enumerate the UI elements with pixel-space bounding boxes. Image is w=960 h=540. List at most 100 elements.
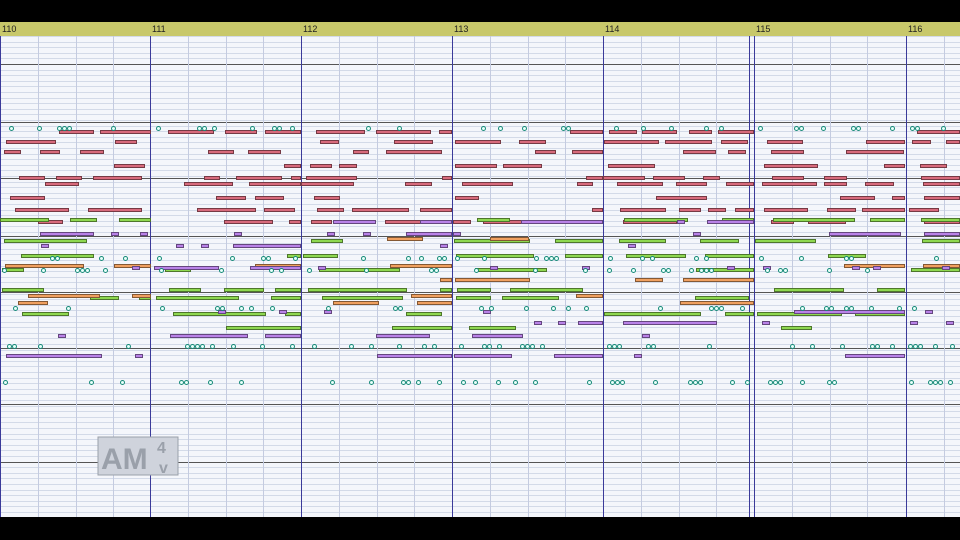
note-block[interactable] — [680, 301, 754, 305]
note-block[interactable] — [866, 140, 905, 144]
note-block[interactable] — [386, 150, 442, 154]
drum-hit[interactable] — [640, 256, 645, 261]
drum-hit[interactable] — [2, 268, 7, 273]
note-block[interactable] — [728, 150, 746, 154]
note-block[interactable] — [469, 326, 516, 330]
note-block[interactable] — [216, 196, 246, 200]
note-block[interactable] — [176, 244, 184, 248]
drum-hit[interactable] — [909, 380, 914, 385]
note-block[interactable] — [204, 176, 220, 180]
note-block[interactable] — [653, 176, 685, 180]
drum-hit[interactable] — [534, 256, 539, 261]
note-block[interactable] — [319, 268, 400, 272]
note-block[interactable] — [22, 312, 69, 316]
note-block[interactable] — [865, 182, 894, 186]
drum-hit[interactable] — [934, 256, 939, 261]
drum-hit[interactable] — [530, 344, 535, 349]
note-block[interactable] — [683, 278, 754, 282]
drum-hit[interactable] — [525, 344, 530, 349]
note-block[interactable] — [233, 244, 301, 248]
drum-hit[interactable] — [99, 256, 104, 261]
note-block[interactable] — [707, 220, 754, 224]
drum-hit[interactable] — [406, 380, 411, 385]
note-block[interactable] — [456, 254, 534, 258]
measure-number[interactable]: 112 — [303, 24, 318, 34]
drum-hit[interactable] — [709, 268, 714, 273]
drum-hit[interactable] — [587, 380, 592, 385]
drum-hit[interactable] — [689, 268, 694, 273]
measure-number[interactable]: 113 — [454, 24, 469, 34]
drum-hit[interactable] — [266, 256, 271, 261]
note-block[interactable] — [922, 239, 960, 243]
drum-hit[interactable] — [856, 126, 861, 131]
note-block[interactable] — [453, 232, 461, 236]
drum-hit[interactable] — [62, 126, 67, 131]
drum-hit[interactable] — [913, 344, 918, 349]
drum-hit[interactable] — [566, 306, 571, 311]
note-block[interactable] — [727, 266, 735, 270]
note-block[interactable] — [642, 130, 677, 134]
drum-hit[interactable] — [540, 344, 545, 349]
drum-hit[interactable] — [641, 126, 646, 131]
note-block[interactable] — [5, 264, 84, 268]
note-block[interactable] — [726, 182, 754, 186]
note-block[interactable] — [169, 288, 201, 292]
note-block[interactable] — [696, 268, 754, 272]
drum-hit[interactable] — [699, 268, 704, 273]
drum-hit[interactable] — [269, 268, 274, 273]
drum-hit[interactable] — [549, 256, 554, 261]
note-block[interactable] — [705, 254, 754, 258]
drum-hit[interactable] — [908, 344, 913, 349]
drum-hit[interactable] — [890, 126, 895, 131]
drum-hit[interactable] — [393, 306, 398, 311]
drum-hit[interactable] — [479, 306, 484, 311]
drum-hit[interactable] — [865, 268, 870, 273]
drum-hit[interactable] — [910, 126, 915, 131]
drum-hit[interactable] — [482, 344, 487, 349]
note-block[interactable] — [88, 208, 142, 212]
note-block[interactable] — [565, 254, 603, 258]
note-block[interactable] — [665, 140, 712, 144]
note-block[interactable] — [285, 312, 301, 316]
note-block[interactable] — [603, 176, 645, 180]
note-block[interactable] — [924, 232, 960, 236]
note-grid[interactable] — [0, 36, 960, 517]
note-block[interactable] — [271, 296, 301, 300]
note-block[interactable] — [924, 196, 960, 200]
drum-hit[interactable] — [111, 126, 116, 131]
note-block[interactable] — [411, 294, 452, 298]
drum-hit[interactable] — [239, 306, 244, 311]
note-block[interactable] — [912, 140, 931, 144]
note-block[interactable] — [168, 130, 214, 134]
note-block[interactable] — [100, 130, 151, 134]
drum-hit[interactable] — [658, 306, 663, 311]
note-block[interactable] — [477, 218, 510, 222]
note-block[interactable] — [377, 354, 452, 358]
drum-hit[interactable] — [566, 126, 571, 131]
note-block[interactable] — [197, 208, 256, 212]
drum-hit[interactable] — [401, 380, 406, 385]
note-block[interactable] — [946, 140, 960, 144]
drum-hit[interactable] — [498, 126, 503, 131]
note-block[interactable] — [827, 208, 856, 212]
drum-hit[interactable] — [190, 344, 195, 349]
note-block[interactable] — [519, 140, 546, 144]
drum-hit[interactable] — [783, 268, 788, 273]
note-block[interactable] — [923, 182, 960, 186]
drum-hit[interactable] — [202, 126, 207, 131]
drum-hit[interactable] — [631, 268, 636, 273]
note-block[interactable] — [909, 208, 939, 212]
note-block[interactable] — [628, 244, 636, 248]
note-block[interactable] — [462, 182, 513, 186]
drum-hit[interactable] — [250, 126, 255, 131]
drum-hit[interactable] — [758, 126, 763, 131]
drum-hit[interactable] — [432, 344, 437, 349]
note-block[interactable] — [490, 237, 529, 241]
drum-hit[interactable] — [185, 344, 190, 349]
drum-hit[interactable] — [497, 344, 502, 349]
drum-hit[interactable] — [197, 126, 202, 131]
measure-number[interactable]: 111 — [152, 24, 166, 34]
drum-hit[interactable] — [693, 380, 698, 385]
drum-hit[interactable] — [85, 268, 90, 273]
drum-hit[interactable] — [215, 306, 220, 311]
